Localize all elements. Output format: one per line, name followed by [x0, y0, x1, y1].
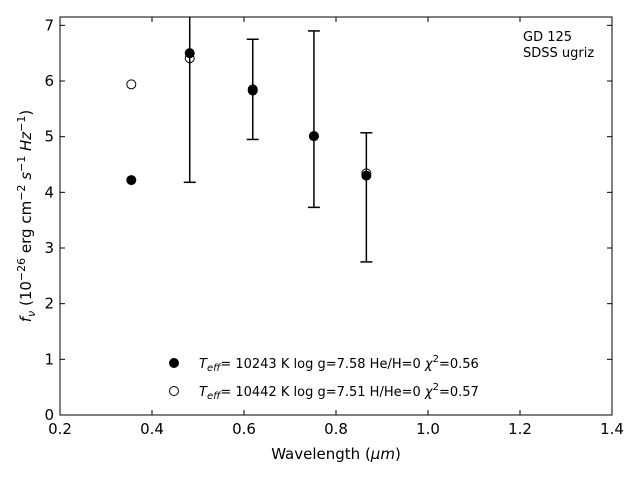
y-tick-label: 5 — [44, 128, 54, 146]
x-tick-label: 1.2 — [508, 420, 532, 438]
model-point-open — [126, 79, 137, 90]
y-axis-label: fν (10−26 erg cm−2 s−1 Hz−1) — [15, 110, 38, 322]
y-tick-label: 2 — [44, 295, 54, 313]
legend: Teff= 10243 K log g=7.58 He/H=0 χ2=0.56 … — [169, 354, 479, 402]
legend-marker-open — [169, 386, 179, 396]
annotation-star-name: GD 125 — [523, 30, 572, 45]
y-tick-label: 1 — [44, 350, 54, 368]
plot-frame — [59, 16, 613, 416]
error-bars — [183, 17, 373, 263]
model-point-open — [184, 53, 195, 64]
x-tick-label: 0.2 — [48, 420, 72, 438]
legend-entry-1: Teff= 10243 K log g=7.58 He/H=0 χ2=0.56 — [199, 354, 479, 374]
legend-marker-filled — [169, 358, 179, 368]
model-point-open — [247, 84, 258, 95]
legend-entry-2: Teff= 10442 K log g=7.51 H/He=0 χ2=0.57 — [199, 382, 479, 402]
model-point-open — [308, 131, 319, 142]
x-tick-label: 1.4 — [600, 420, 624, 438]
y-tick-label: 4 — [44, 183, 54, 201]
model-point-filled — [184, 48, 195, 59]
x-axis-ticks: 0.2 0.4 0.6 0.8 1.0 1.2 1.4 — [48, 17, 624, 438]
model-point-open — [361, 168, 372, 179]
x-tick-label: 0.8 — [324, 420, 348, 438]
x-tick-label: 0.4 — [140, 420, 164, 438]
x-axis-label: Wavelength (μm) — [271, 445, 401, 463]
y-tick-label: 3 — [44, 239, 54, 257]
y-tick-label: 7 — [44, 16, 54, 34]
y-tick-label: 6 — [44, 72, 54, 90]
annotation-survey: SDSS ugriz — [523, 46, 594, 61]
model-point-filled — [361, 170, 372, 181]
data-points — [126, 48, 372, 186]
x-tick-label: 0.6 — [232, 420, 256, 438]
x-tick-label: 1.0 — [416, 420, 440, 438]
model-point-filled — [126, 175, 137, 186]
y-axis-ticks: 0 1 2 3 4 5 6 7 — [44, 16, 612, 424]
y-tick-label: 0 — [44, 406, 54, 424]
